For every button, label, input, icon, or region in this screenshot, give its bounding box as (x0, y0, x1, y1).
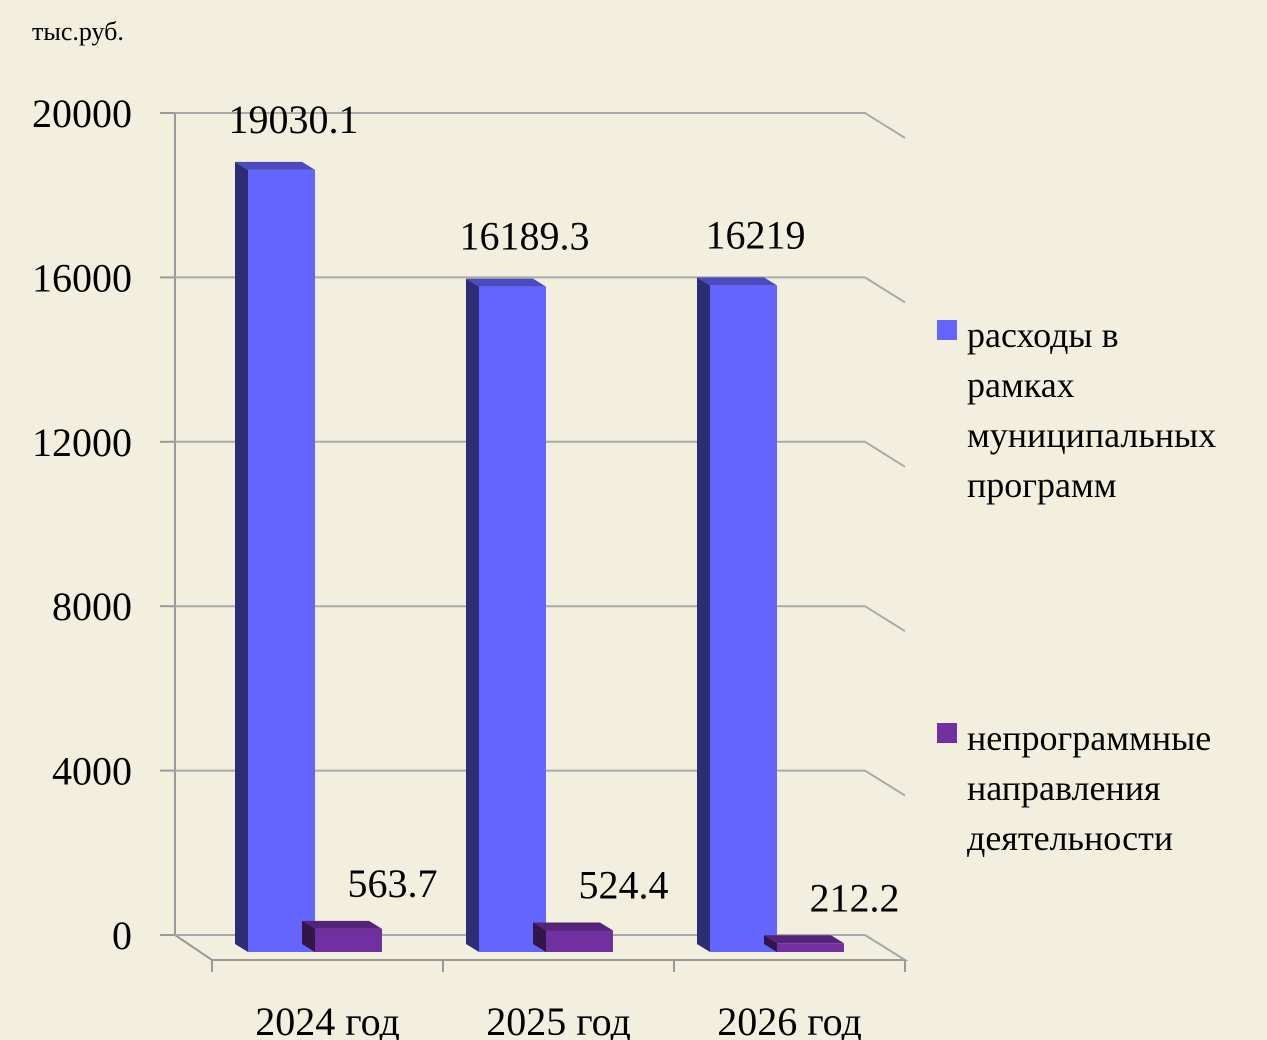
bar (315, 928, 382, 952)
bar-top (235, 161, 315, 170)
bar (546, 930, 613, 952)
unit-label: тыс.руб. (32, 17, 124, 46)
bar-top (533, 922, 613, 931)
grid-line (175, 605, 906, 633)
y-tick-label: 12000 (32, 420, 132, 465)
bar-side (235, 161, 248, 952)
grid-line (175, 440, 906, 468)
x-tick-label: 2024 год (255, 999, 400, 1040)
x-tick-label: 2025 год (486, 999, 631, 1040)
data-label: 563.7 (348, 861, 438, 906)
x-tick-label: 2026 год (717, 999, 862, 1040)
grid-line (175, 276, 906, 304)
bar-side (466, 278, 479, 953)
y-tick-label: 4000 (52, 749, 132, 794)
bar (710, 285, 777, 952)
data-label: 19030.1 (229, 97, 359, 142)
data-label: 16189.3 (460, 214, 590, 259)
grid-line (175, 112, 906, 139)
y-tick-label: 8000 (52, 584, 132, 629)
bar-side (697, 277, 710, 952)
y-tick-label: 16000 (32, 255, 132, 300)
data-label: 16219 (706, 212, 806, 257)
bar (479, 286, 546, 953)
y-tick-label: 20000 (32, 91, 132, 136)
grid-line (175, 769, 906, 797)
legend-label: расходы в рамках муниципальных программ (967, 315, 1217, 505)
data-label: 212.2 (810, 875, 900, 920)
bar (777, 943, 844, 952)
legend-label: непрограммные направления деятельности (967, 718, 1212, 858)
legend-swatch (937, 320, 957, 340)
bar-top (697, 277, 777, 286)
grid-line (175, 934, 906, 961)
bar-top (302, 920, 382, 929)
bar-side (764, 935, 777, 952)
bar-side (533, 922, 546, 952)
legend-swatch (937, 723, 957, 743)
data-label: 524.4 (579, 862, 669, 907)
y-tick-label: 0 (112, 913, 132, 958)
bar-top (764, 935, 844, 944)
bar-top (466, 278, 546, 287)
bar (248, 169, 315, 952)
bar-side (302, 920, 315, 952)
